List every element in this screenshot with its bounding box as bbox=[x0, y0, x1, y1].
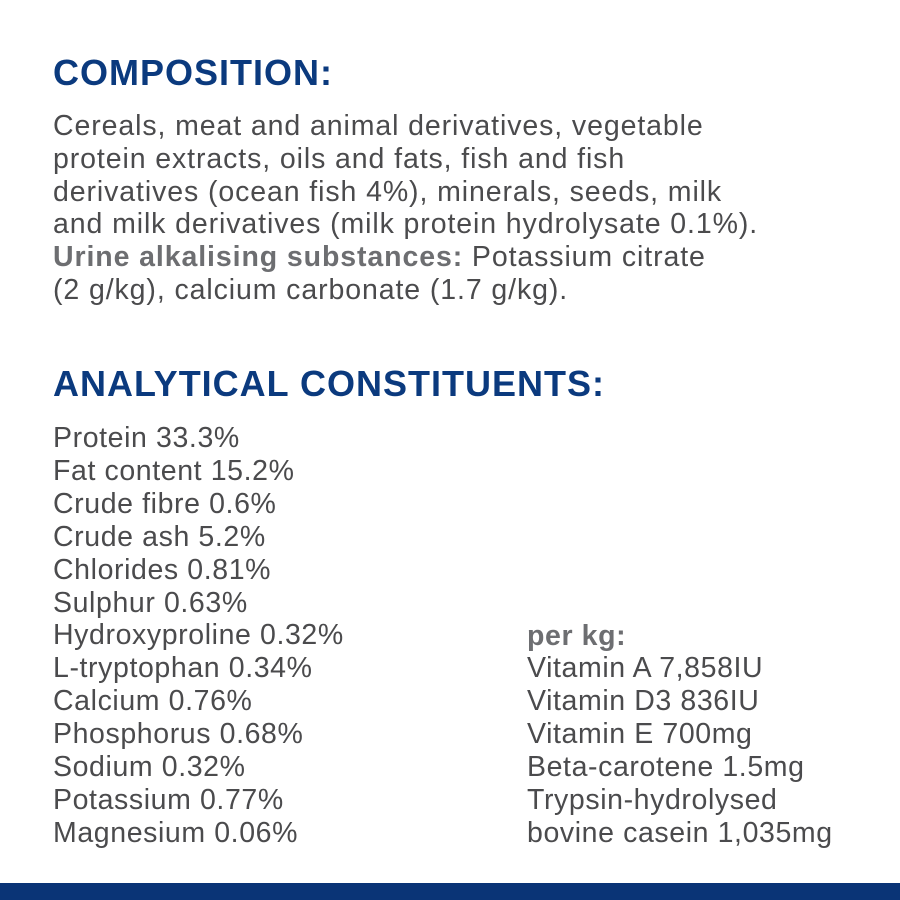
constituent-item: L-tryptophan 0.34% bbox=[53, 652, 313, 685]
constituent-item: Calcium 0.76% bbox=[53, 685, 253, 718]
per-kg-item: Vitamin A 7,858IU bbox=[527, 652, 764, 685]
constituent-item: Crude fibre 0.6% bbox=[53, 487, 277, 520]
constituent-item: Sodium 0.32% bbox=[53, 751, 246, 784]
footer-bar bbox=[0, 883, 900, 900]
constituent-item: Crude ash 5.2% bbox=[53, 520, 266, 553]
constituent-item: Sulphur 0.63% bbox=[53, 586, 248, 619]
constituent-item: Magnesium 0.06% bbox=[53, 816, 299, 849]
composition-line: and milk derivatives (milk protein hydro… bbox=[53, 208, 759, 241]
constituent-item: Potassium 0.77% bbox=[53, 783, 284, 816]
per-kg-item: Trypsin-hydrolysed bbox=[527, 784, 778, 817]
additives-line-2: (2 g/kg), calcium carbonate (1.7 g/kg). bbox=[53, 273, 569, 306]
constituent-item: Phosphorus 0.68% bbox=[53, 718, 304, 751]
per-kg-item: Vitamin E 700mg bbox=[527, 718, 753, 751]
composition-line: Cereals, meat and animal derivatives, ve… bbox=[53, 110, 704, 142]
additives-label: Urine alkalising substances: bbox=[53, 241, 464, 274]
composition-line: protein extracts, oils and fats, fish an… bbox=[53, 142, 626, 175]
per-kg-item: Beta-carotene 1.5mg bbox=[527, 751, 805, 784]
composition-line: derivatives (ocean fish 4%), minerals, s… bbox=[53, 175, 723, 208]
constituent-item: Chlorides 0.81% bbox=[53, 553, 272, 586]
constituents-list: Protein 33.3% Fat content 15.2% Crude fi… bbox=[53, 422, 344, 850]
composition-heading: COMPOSITION: bbox=[53, 52, 333, 93]
constituent-item: Protein 33.3% bbox=[53, 422, 240, 454]
per-kg-list: per kg: Vitamin A 7,858IU Vitamin D3 836… bbox=[527, 620, 833, 850]
per-kg-item: Vitamin D3 836IU bbox=[527, 685, 760, 718]
analytical-heading: ANALYTICAL CONSTITUENTS: bbox=[53, 363, 606, 404]
constituent-item: Hydroxyproline 0.32% bbox=[53, 619, 344, 652]
additives-line: Urine alkalising substances: Potassium c… bbox=[53, 241, 758, 274]
per-kg-label: per kg: bbox=[527, 619, 627, 652]
composition-text: Cereals, meat and animal derivatives, ve… bbox=[53, 110, 758, 307]
per-kg-item: bovine casein 1,035mg bbox=[527, 816, 833, 849]
constituent-item: Fat content 15.2% bbox=[53, 454, 295, 487]
additives-text: Potassium citrate bbox=[463, 241, 706, 274]
